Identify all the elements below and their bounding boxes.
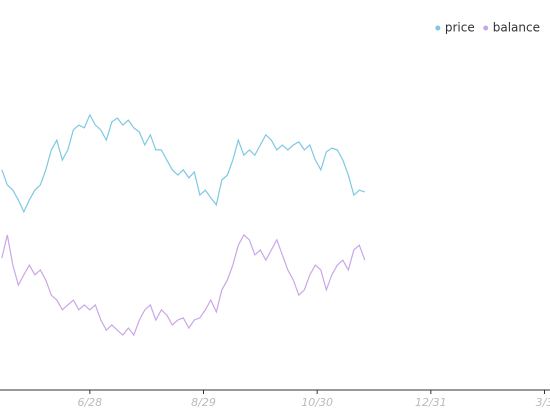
- series-line: [1, 113, 366, 214]
- x-tick-label: 6/28: [77, 396, 102, 409]
- x-tick-label: 3/3: [536, 396, 550, 409]
- series-line: [1, 233, 366, 337]
- x-tick-label: 8/29: [191, 396, 216, 409]
- legend-label: balance: [493, 21, 540, 35]
- x-tick-label: 12/31: [415, 396, 447, 409]
- legend-label: price: [445, 21, 475, 35]
- legend-marker: [435, 25, 441, 31]
- x-tick-label: 10/30: [301, 396, 333, 409]
- legend-marker: [483, 25, 489, 31]
